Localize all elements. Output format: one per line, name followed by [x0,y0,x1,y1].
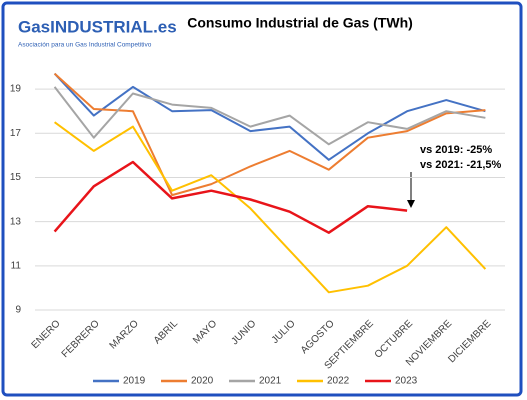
y-tick-label: 15 [10,172,22,183]
legend-label: 2021 [259,376,282,387]
y-tick-label: 13 [10,216,22,227]
series-line [53,160,408,234]
series-line [53,72,486,197]
chart-title: Consumo Industrial de Gas (TWh) [187,15,413,31]
y-tick-label: 9 [15,305,21,316]
legend-label: 2022 [327,376,350,387]
logo-tagline: Asociación para un Gas Industrial Compet… [18,42,152,49]
annotation-arrowhead [407,200,415,208]
y-tick-label: 17 [10,128,22,139]
y-tick-label: 19 [10,84,22,95]
y-tick-label: 11 [11,260,22,271]
legend-label: 2019 [123,376,146,387]
series-line [54,121,487,294]
logo-name: GasINDUSTRIAL.es [18,17,177,36]
annotation: vs 2021: -21,5% [420,159,502,171]
legend-label: 2023 [395,376,418,387]
annotation: vs 2019: -25% [420,144,492,156]
series-line [53,72,486,161]
legend-label: 2020 [191,376,214,387]
series-line [53,86,486,146]
